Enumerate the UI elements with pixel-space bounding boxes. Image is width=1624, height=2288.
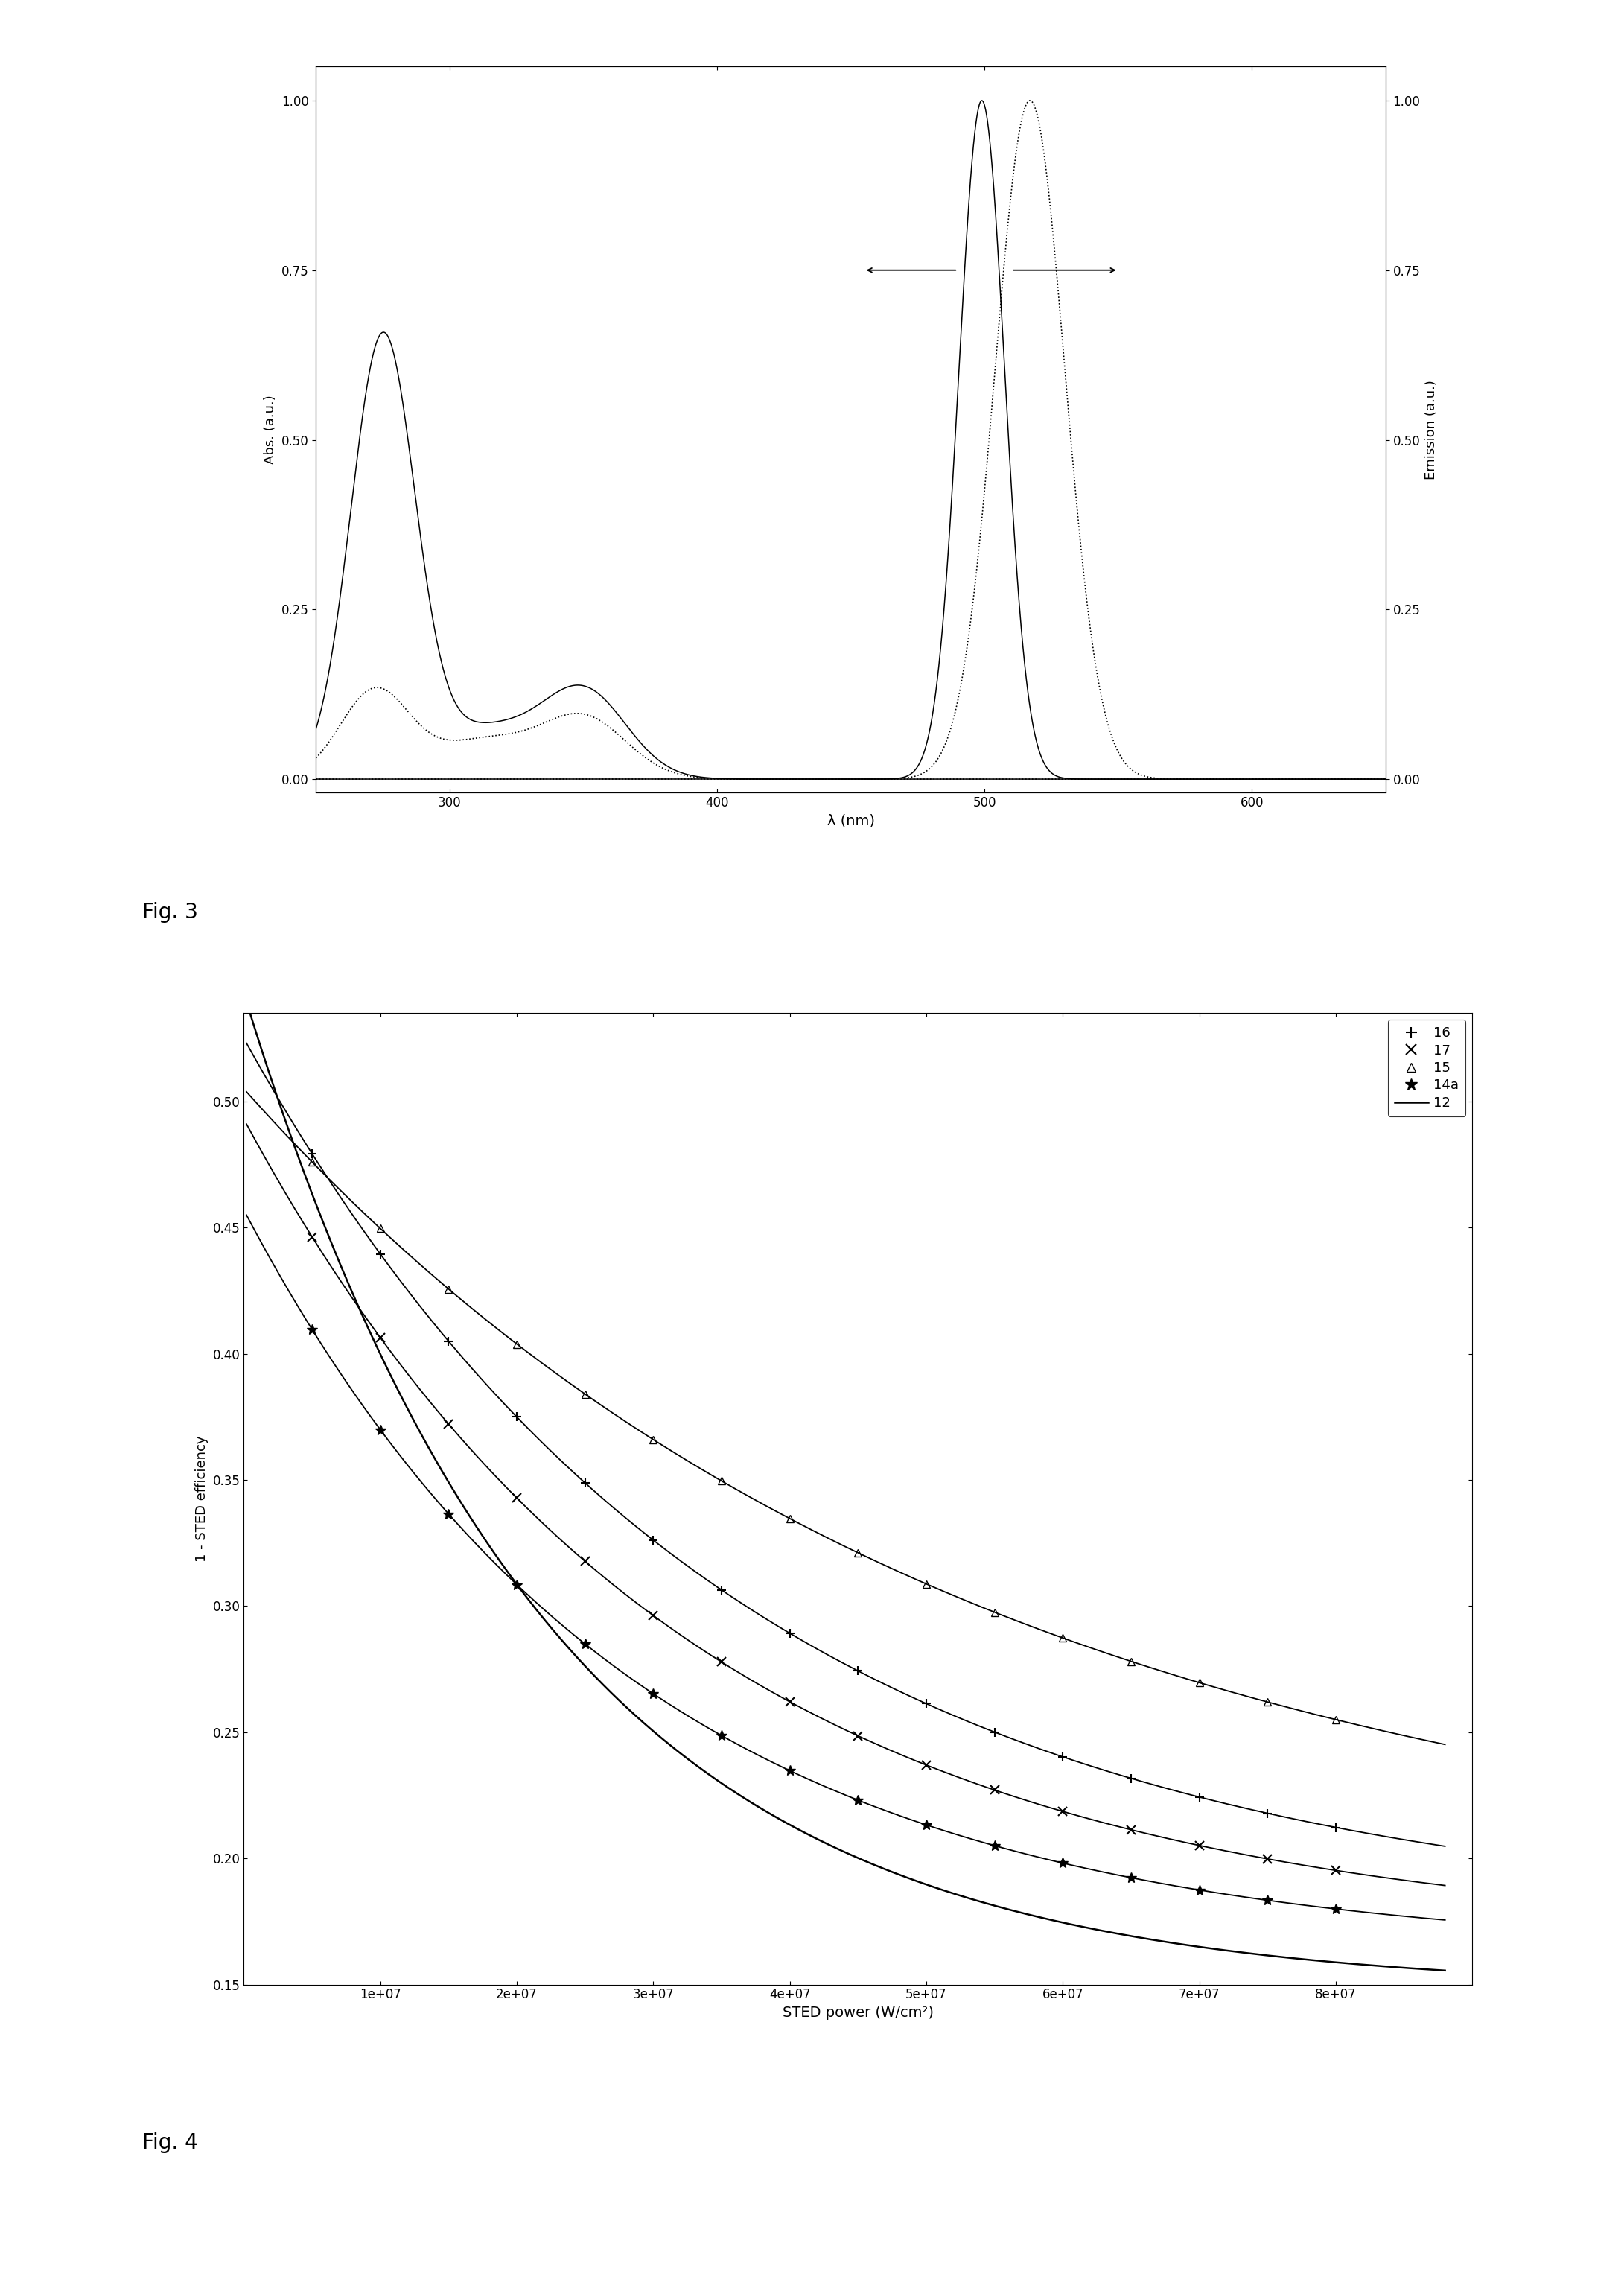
14a <box>302 1316 322 1343</box>
Line: 14a: 14a <box>307 1325 1341 1915</box>
17 <box>1121 1817 1140 1844</box>
17 <box>848 1723 867 1750</box>
17 <box>575 1547 594 1574</box>
15 <box>438 1274 458 1302</box>
Y-axis label: Abs. (a.u.): Abs. (a.u.) <box>263 396 278 464</box>
16 <box>1259 1801 1278 1828</box>
17 <box>507 1485 526 1512</box>
16 <box>1189 1782 1208 1810</box>
Line: 15: 15 <box>309 1158 1340 1723</box>
14a <box>916 1812 935 1840</box>
17 <box>1259 1844 1278 1872</box>
15 <box>780 1506 799 1533</box>
X-axis label: STED power (W/cm²): STED power (W/cm²) <box>783 2007 934 2020</box>
Legend: 16, 17, 15, 14a, 12: 16, 17, 15, 14a, 12 <box>1389 1020 1465 1117</box>
16 <box>1121 1764 1140 1792</box>
Text: Fig. 4: Fig. 4 <box>143 2132 198 2153</box>
15 <box>916 1570 935 1597</box>
17 <box>370 1325 390 1352</box>
14a <box>984 1833 1004 1860</box>
Y-axis label: Emission (a.u.): Emission (a.u.) <box>1424 380 1437 480</box>
17 <box>916 1750 935 1778</box>
16 <box>1052 1743 1072 1771</box>
14a <box>575 1629 594 1657</box>
14a <box>1189 1876 1208 1904</box>
Text: Fig. 3: Fig. 3 <box>143 901 198 922</box>
17 <box>711 1647 731 1675</box>
14a <box>507 1572 526 1599</box>
14a <box>1052 1849 1072 1876</box>
16 <box>916 1691 935 1718</box>
16 <box>302 1139 322 1167</box>
Line: 16: 16 <box>307 1149 1340 1833</box>
16 <box>848 1657 867 1684</box>
15 <box>1259 1689 1278 1716</box>
16 <box>575 1469 594 1496</box>
Line: 17: 17 <box>309 1233 1340 1874</box>
15 <box>643 1425 663 1453</box>
14a <box>370 1416 390 1444</box>
15 <box>848 1540 867 1567</box>
14a <box>643 1679 663 1707</box>
X-axis label: λ (nm): λ (nm) <box>827 815 875 828</box>
14a <box>848 1787 867 1814</box>
17 <box>1052 1798 1072 1826</box>
16 <box>643 1526 663 1554</box>
16 <box>370 1240 390 1268</box>
17 <box>302 1224 322 1252</box>
14a <box>780 1757 799 1785</box>
15 <box>507 1329 526 1357</box>
Y-axis label: 1 - STED efficiency: 1 - STED efficiency <box>195 1435 208 1563</box>
15 <box>370 1215 390 1242</box>
17 <box>438 1409 458 1437</box>
16 <box>984 1718 1004 1746</box>
14a <box>1259 1888 1278 1915</box>
15 <box>711 1467 731 1494</box>
15 <box>302 1149 322 1176</box>
15 <box>1189 1668 1208 1695</box>
17 <box>780 1689 799 1716</box>
14a <box>711 1723 731 1750</box>
15 <box>1327 1707 1346 1734</box>
14a <box>1121 1865 1140 1892</box>
16 <box>507 1403 526 1430</box>
16 <box>711 1576 731 1604</box>
15 <box>575 1380 594 1407</box>
14a <box>438 1501 458 1528</box>
17 <box>984 1775 1004 1803</box>
16 <box>780 1620 799 1647</box>
15 <box>984 1599 1004 1627</box>
14a <box>1327 1894 1346 1922</box>
15 <box>1121 1647 1140 1675</box>
17 <box>1189 1833 1208 1860</box>
16 <box>438 1327 458 1354</box>
16 <box>1327 1814 1346 1842</box>
17 <box>643 1602 663 1629</box>
17 <box>1327 1856 1346 1883</box>
15 <box>1052 1624 1072 1652</box>
